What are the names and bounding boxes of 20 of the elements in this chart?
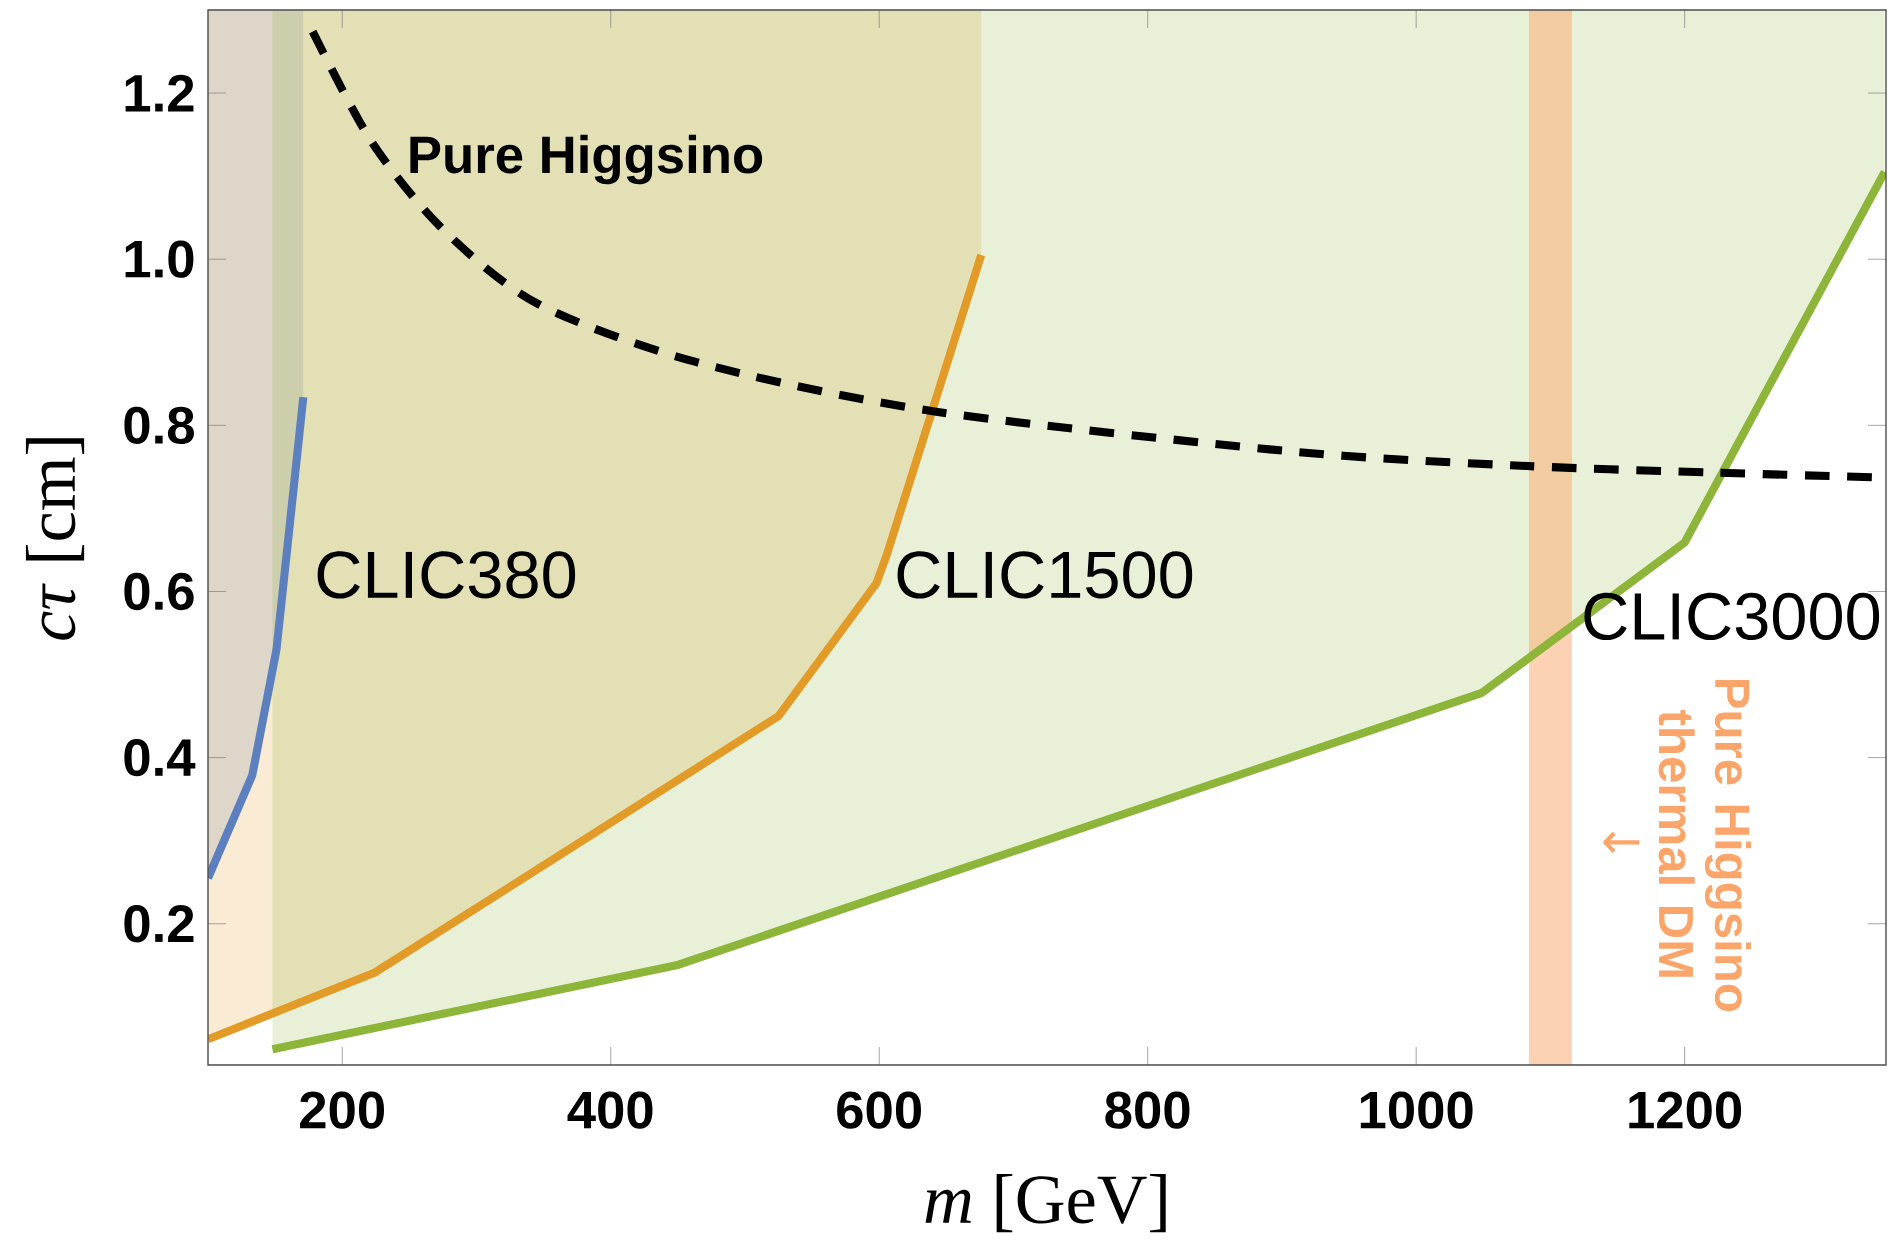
y-tick-label: 0.6 <box>124 572 194 611</box>
x-tick-label: 1000 <box>1360 1091 1473 1129</box>
annotation: ← <box>1603 831 1640 853</box>
y-axis-title: cτ [cm] <box>25 438 85 640</box>
y-tick-label: 1.2 <box>125 74 194 112</box>
series-label: Pure Higgsino <box>410 134 763 185</box>
x-tick-label: 1200 <box>1629 1091 1742 1129</box>
series-label: CLIC380 <box>317 551 576 599</box>
series-label: CLIC1500 <box>897 551 1193 599</box>
x-axis-title: m [GeV] <box>925 1174 1166 1233</box>
y-tick-label: 1.0 <box>125 240 194 278</box>
x-tick-label: 600 <box>837 1091 921 1129</box>
x-tick-label: 200 <box>300 1091 385 1129</box>
y-tick-label: 0.2 <box>124 905 194 943</box>
series-label: CLIC3000 <box>1584 592 1880 641</box>
band-label: Pure Higgsino thermal DM <box>1658 680 1751 1012</box>
x-tick-label: 800 <box>1105 1091 1190 1129</box>
x-tick-label: 400 <box>567 1091 653 1129</box>
y-tick-label: 0.8 <box>124 406 194 444</box>
y-tick-label: 0.4 <box>124 738 196 777</box>
